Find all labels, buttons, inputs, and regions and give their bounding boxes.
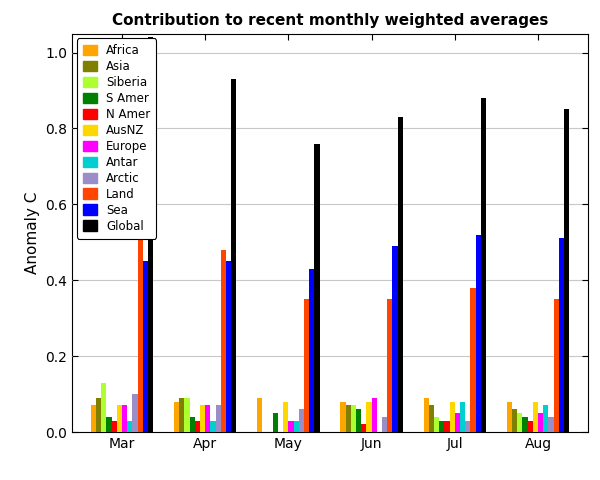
Bar bbox=[460, 402, 465, 432]
Bar bbox=[122, 406, 127, 432]
Bar bbox=[455, 413, 460, 432]
Bar bbox=[96, 398, 101, 432]
Bar bbox=[527, 420, 533, 432]
Title: Contribution to recent monthly weighted averages: Contribution to recent monthly weighted … bbox=[112, 13, 548, 28]
Bar bbox=[367, 402, 371, 432]
Bar bbox=[382, 417, 387, 432]
Bar bbox=[293, 420, 299, 432]
Bar bbox=[424, 398, 429, 432]
Bar bbox=[314, 144, 320, 432]
Bar bbox=[429, 406, 434, 432]
Bar bbox=[283, 402, 289, 432]
Bar bbox=[299, 409, 304, 432]
Bar bbox=[289, 420, 293, 432]
Bar bbox=[226, 261, 231, 432]
Bar bbox=[195, 420, 200, 432]
Bar bbox=[309, 269, 314, 432]
Bar bbox=[190, 417, 195, 432]
Bar bbox=[346, 406, 351, 432]
Bar bbox=[533, 402, 538, 432]
Bar bbox=[523, 417, 527, 432]
Bar bbox=[179, 398, 184, 432]
Bar bbox=[273, 413, 278, 432]
Bar bbox=[470, 288, 476, 432]
Bar bbox=[512, 409, 517, 432]
Bar bbox=[215, 406, 221, 432]
Bar bbox=[174, 402, 179, 432]
Bar bbox=[554, 299, 559, 432]
Bar bbox=[476, 235, 481, 432]
Bar bbox=[564, 109, 569, 432]
Bar bbox=[340, 402, 346, 432]
Bar bbox=[377, 432, 382, 440]
Bar bbox=[387, 299, 392, 432]
Bar bbox=[184, 398, 190, 432]
Bar bbox=[507, 402, 512, 432]
Bar bbox=[211, 420, 215, 432]
Bar bbox=[112, 420, 117, 432]
Bar bbox=[548, 417, 554, 432]
Y-axis label: Anomaly C: Anomaly C bbox=[25, 192, 40, 274]
Bar bbox=[361, 424, 367, 432]
Bar bbox=[91, 406, 96, 432]
Bar bbox=[398, 117, 403, 432]
Bar bbox=[117, 406, 122, 432]
Bar bbox=[465, 420, 470, 432]
Bar bbox=[106, 417, 112, 432]
Bar bbox=[538, 413, 543, 432]
Bar bbox=[101, 383, 106, 432]
Bar bbox=[133, 394, 137, 432]
Bar bbox=[200, 406, 205, 432]
Bar bbox=[481, 98, 486, 432]
Bar bbox=[356, 409, 361, 432]
Bar bbox=[371, 398, 377, 432]
Bar bbox=[257, 398, 262, 432]
Bar bbox=[434, 417, 439, 432]
Bar bbox=[221, 250, 226, 432]
Bar bbox=[392, 246, 398, 432]
Bar bbox=[559, 239, 564, 432]
Bar bbox=[439, 420, 445, 432]
Bar bbox=[517, 413, 523, 432]
Legend: Africa, Asia, Siberia, S Amer, N Amer, AusNZ, Europe, Antar, Arctic, Land, Sea, : Africa, Asia, Siberia, S Amer, N Amer, A… bbox=[77, 38, 157, 239]
Bar bbox=[143, 261, 148, 432]
Bar bbox=[351, 406, 356, 432]
Bar bbox=[148, 37, 153, 432]
Bar bbox=[231, 79, 236, 432]
Bar bbox=[205, 406, 211, 432]
Bar bbox=[127, 420, 133, 432]
Bar bbox=[445, 420, 449, 432]
Bar bbox=[137, 208, 143, 432]
Bar bbox=[304, 299, 309, 432]
Bar bbox=[449, 402, 455, 432]
Bar bbox=[543, 406, 548, 432]
